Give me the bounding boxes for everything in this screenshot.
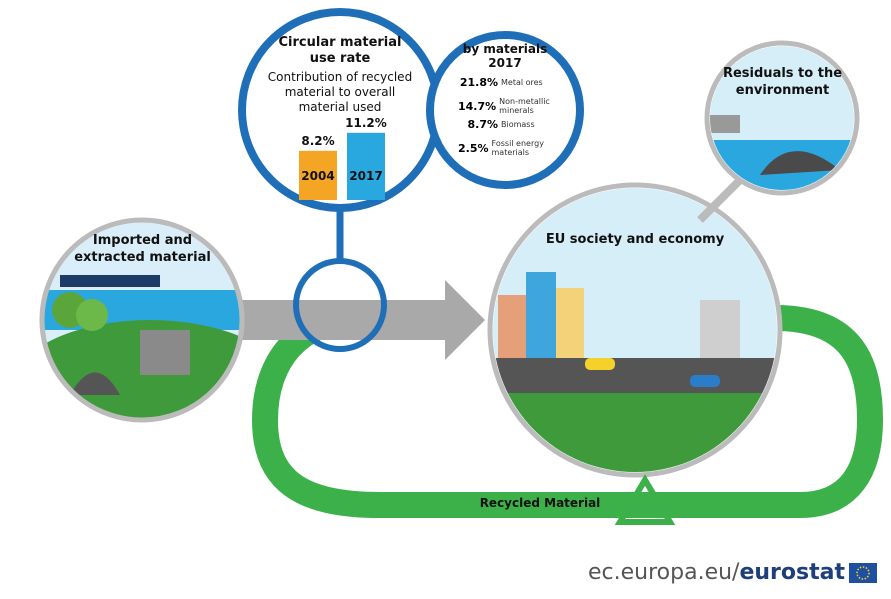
bar-year: 2004 — [301, 169, 334, 183]
material-share: 8.7% — [458, 118, 498, 131]
footer-brand: eurostat — [739, 560, 845, 585]
rate-subtitle: Contribution of recycled material to ove… — [262, 70, 418, 115]
footer-site: ec.europa.eu/ — [588, 560, 739, 585]
material-name: Biomass — [501, 120, 535, 129]
material-row: 21.8%Metal ores — [458, 76, 558, 89]
material-row: 14.7%Non-metallic minerals — [458, 97, 558, 115]
footer: ec.europa.eu/eurostat — [560, 560, 845, 585]
material-row: 8.7%Biomass — [458, 118, 558, 131]
material-row: 2.5%Fossil energy materials — [458, 139, 558, 157]
residuals-label: Residuals to the environment — [720, 65, 845, 99]
economy-label: EU society and economy — [520, 232, 750, 247]
bar-label: 8.2% — [301, 134, 334, 148]
bar-year: 2017 — [349, 169, 382, 183]
material-share: 21.8% — [458, 76, 498, 89]
eu-flag — [849, 563, 877, 583]
material-share: 14.7% — [458, 100, 496, 113]
infographic: 8.2% 2004 11.2% 2017 Circular material use … — [0, 0, 891, 599]
material-name: Fossil energy materials — [492, 139, 558, 157]
materials-title: by materials — [455, 42, 555, 56]
material-name: Metal ores — [501, 78, 543, 87]
flow-arrow — [235, 300, 450, 340]
material-share: 2.5% — [458, 142, 489, 155]
recycled-label: Recycled Material — [470, 496, 610, 510]
bar — [347, 133, 385, 200]
imported-label: Imported and extracted material — [60, 232, 225, 266]
material-name: Non-metallic minerals — [499, 97, 558, 115]
bar-label: 11.2% — [345, 116, 387, 130]
flow-arrow-head — [445, 280, 485, 360]
rate-title: Circular material use rate — [270, 35, 410, 67]
materials-year: 2017 — [455, 56, 555, 70]
